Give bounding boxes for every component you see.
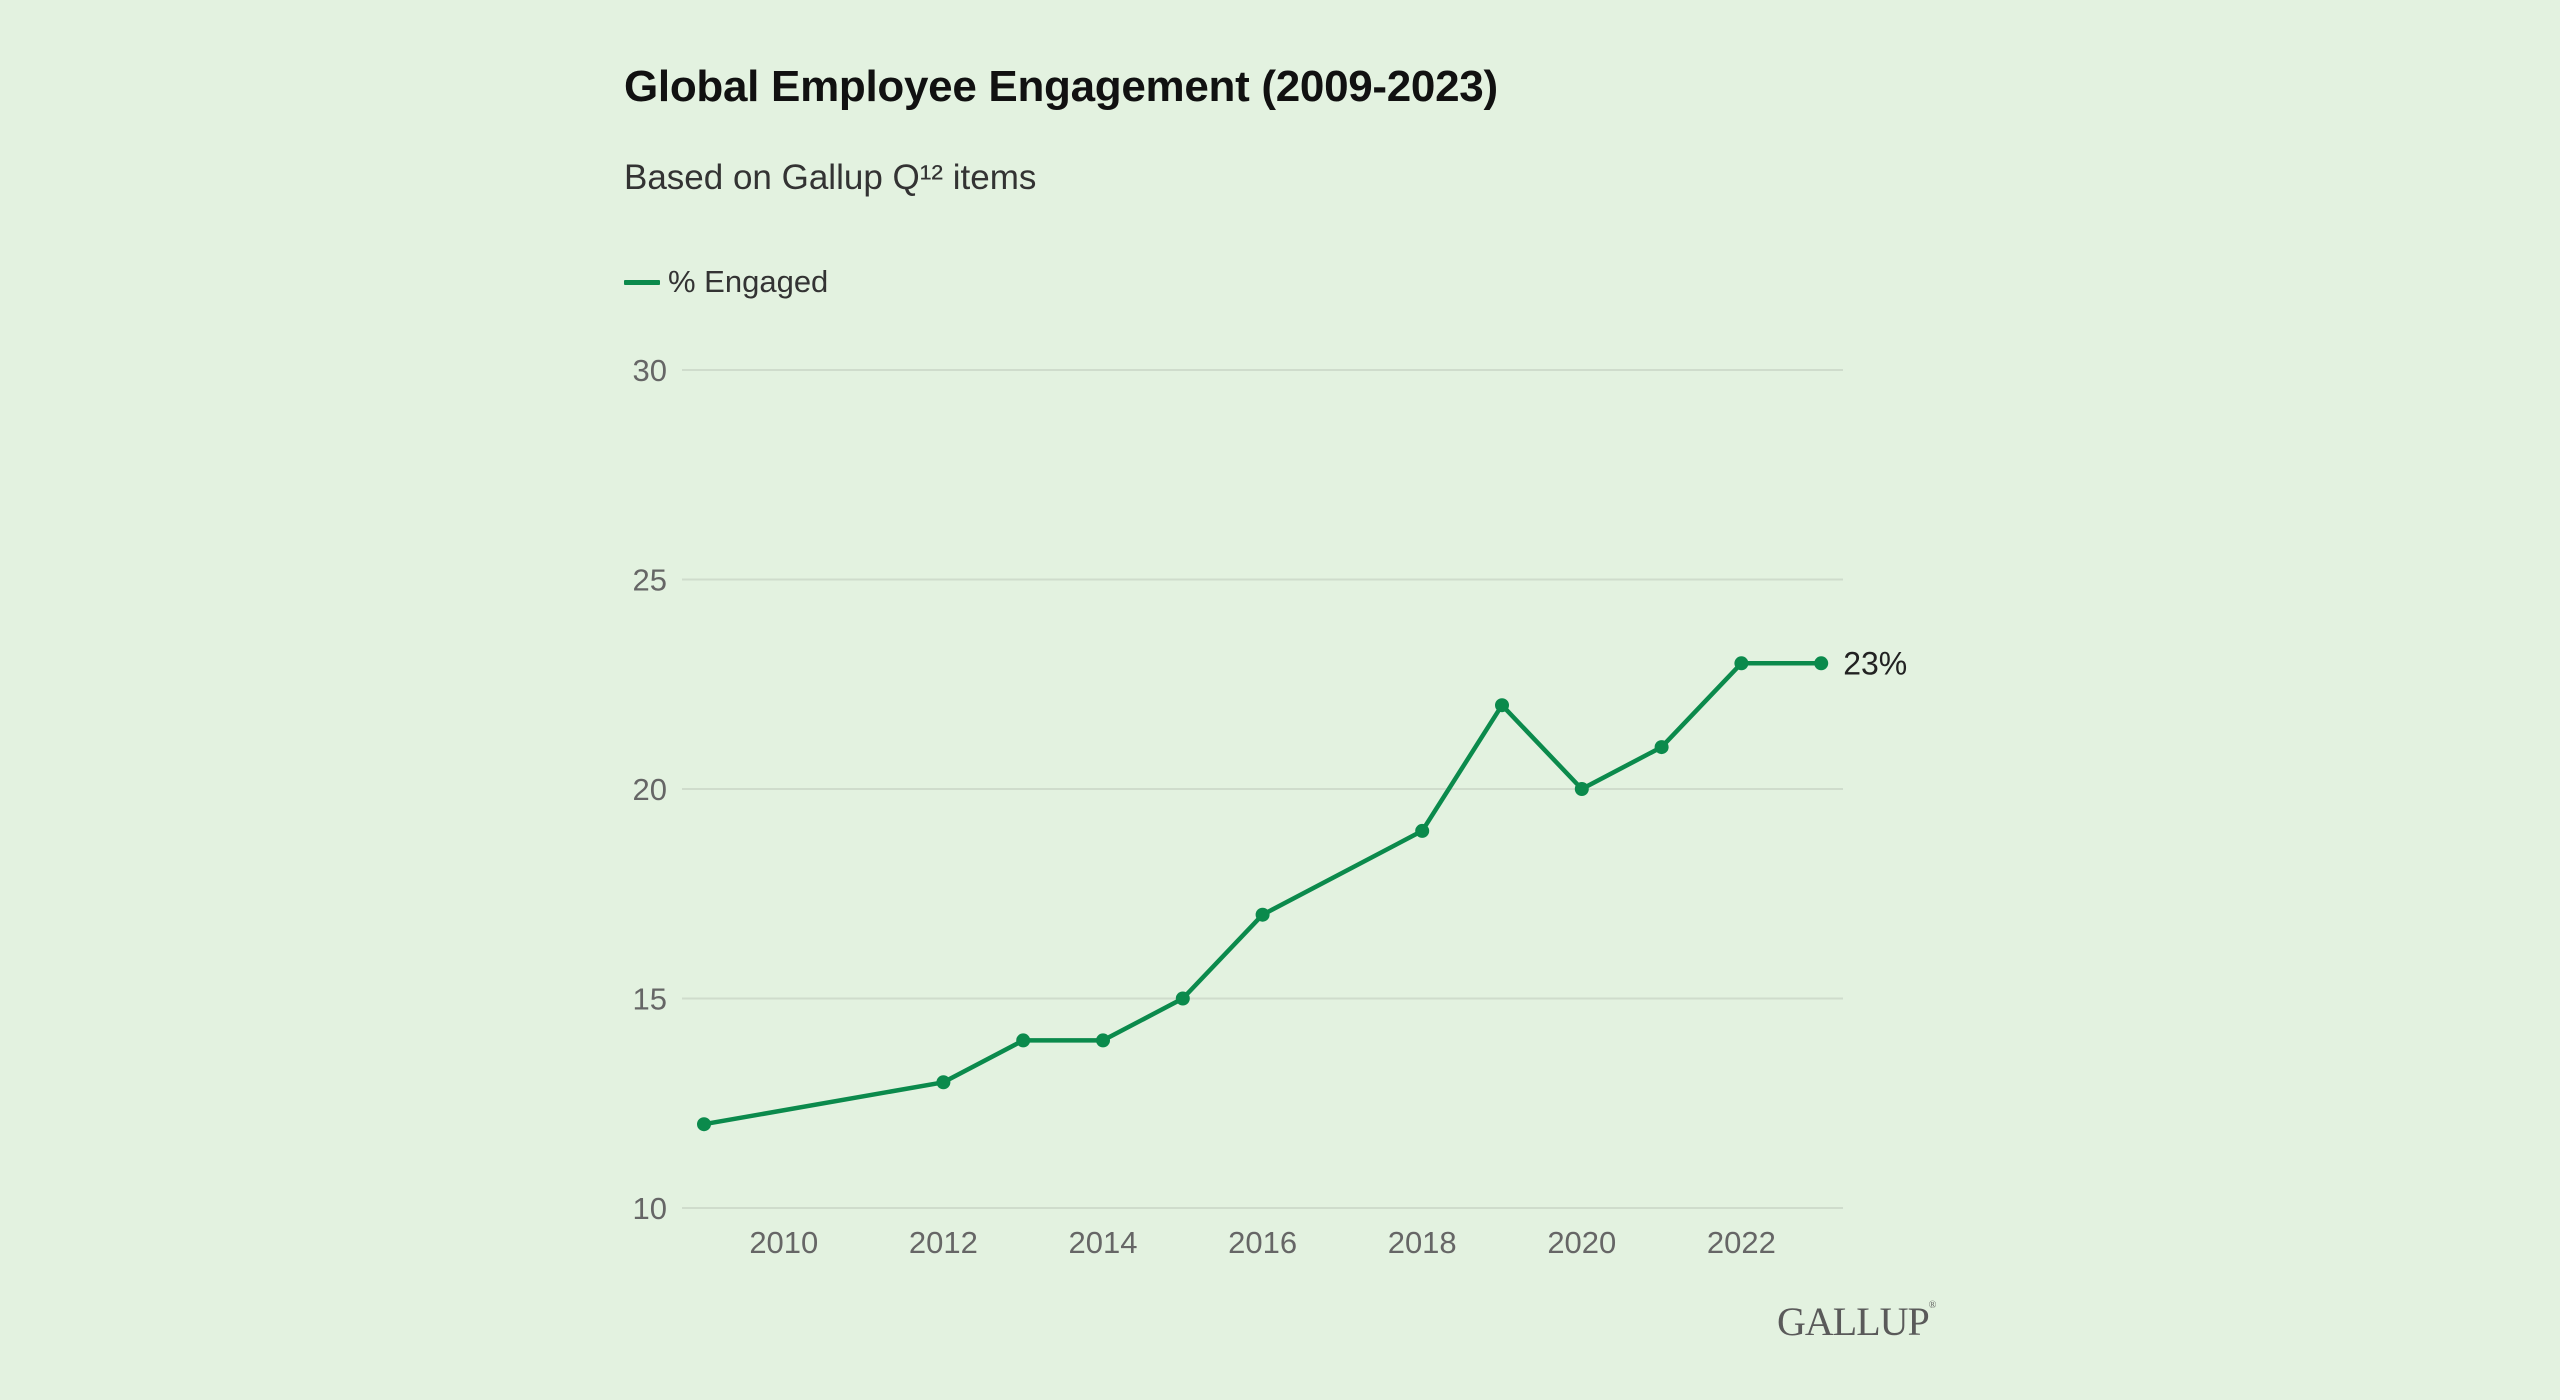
y-tick-label: 10 bbox=[633, 1191, 667, 1226]
y-tick-label: 25 bbox=[633, 563, 667, 598]
data-point bbox=[1175, 991, 1190, 1006]
legend-swatch bbox=[624, 279, 660, 285]
x-tick-label: 2012 bbox=[909, 1225, 978, 1260]
chart-subtitle: Based on Gallup Q¹² items bbox=[624, 158, 1037, 197]
x-tick-label: 2014 bbox=[1069, 1225, 1138, 1260]
data-point bbox=[1814, 656, 1829, 671]
data-point bbox=[1495, 698, 1509, 713]
series-line bbox=[703, 661, 1822, 1127]
data-point bbox=[936, 1075, 951, 1090]
x-tick-label: 2020 bbox=[1547, 1225, 1616, 1260]
chart-title: Global Employee Engagement (2009-2023) bbox=[624, 62, 1498, 111]
y-tick-label: 15 bbox=[633, 982, 667, 1017]
data-point bbox=[1096, 1033, 1110, 1048]
data-point bbox=[697, 1117, 711, 1132]
data-label: 23% bbox=[1843, 645, 1907, 681]
data-point bbox=[1574, 782, 1589, 796]
data-point bbox=[1654, 740, 1669, 755]
y-tick-label: 30 bbox=[633, 353, 667, 388]
y-tick-label: 20 bbox=[633, 772, 667, 807]
gallup-logo-text: GALLUP bbox=[1777, 1299, 1930, 1344]
legend-label: % Engaged bbox=[668, 264, 829, 299]
data-point bbox=[1734, 656, 1749, 671]
x-tick-label: 2022 bbox=[1707, 1225, 1776, 1260]
x-tick-label: 2010 bbox=[749, 1225, 818, 1260]
registered-mark-icon: ® bbox=[1928, 1300, 1937, 1311]
data-point bbox=[1255, 907, 1270, 922]
legend: % Engaged bbox=[624, 264, 828, 300]
gallup-logo: GALLUP® bbox=[1777, 1298, 1937, 1345]
data-point bbox=[1415, 823, 1430, 838]
x-tick-label: 2016 bbox=[1228, 1225, 1297, 1260]
data-point bbox=[1016, 1033, 1031, 1048]
x-tick-label: 2018 bbox=[1388, 1225, 1457, 1260]
